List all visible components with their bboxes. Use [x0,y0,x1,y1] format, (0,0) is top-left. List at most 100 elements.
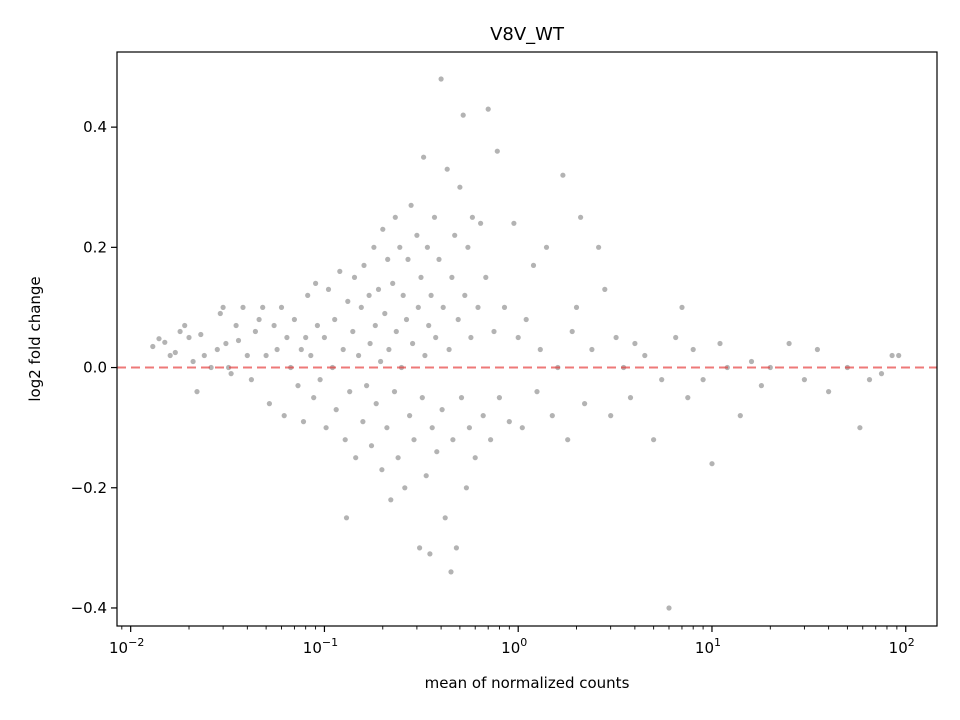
x-tick-label: 101 [695,636,721,657]
data-point [826,389,832,395]
data-point [244,352,250,359]
data-point [260,304,266,310]
data-point [878,371,885,377]
data-point [407,413,413,419]
data-point [240,304,246,310]
data-point [373,401,379,407]
data-point [475,304,481,310]
x-tick-label: 10−1 [303,636,338,657]
data-point [866,377,873,383]
data-point [228,371,234,377]
data-point [358,304,364,310]
data-point [737,413,743,419]
data-point [428,292,434,298]
y-tick-label: −0.2 [71,479,107,497]
data-point [208,364,214,371]
x-tick-label: 100 [501,636,527,657]
y-tick-label: 0.0 [83,359,107,377]
data-point [596,244,602,250]
data-point [627,395,634,401]
data-point [311,395,317,401]
data-point [602,286,608,292]
data-point [345,298,351,304]
data-point [457,184,463,190]
data-point [786,340,792,347]
data-point [801,377,808,383]
data-point [515,334,521,341]
data-point [317,377,323,383]
data-point [295,383,301,389]
data-point [266,401,272,407]
data-point [347,389,353,395]
x-axis-label: mean of normalized counts [425,674,630,692]
data-point [496,395,502,401]
data-point [632,340,638,347]
data-point [220,304,226,310]
data-point [465,244,471,250]
y-axis-ticks: 0.4 0.2 0.0 −0.2 −0.4 [71,118,117,617]
data-point [235,337,242,344]
data-point [642,352,648,359]
y-tick-label: 0.4 [83,118,107,136]
data-point [439,407,445,413]
data-point [411,437,417,443]
data-point [453,545,459,551]
data-point [182,322,188,329]
data-point [889,352,895,359]
data-point [298,346,304,353]
data-point [651,437,657,443]
y-tick-label: −0.4 [71,599,107,617]
data-point [393,328,399,335]
chart-title: V8V_WT [490,24,565,45]
data-point [402,485,408,491]
data-point [472,455,478,461]
data-point [469,214,475,220]
data-point [375,286,382,292]
data-point [613,334,619,341]
data-point [367,340,373,347]
data-point [201,352,207,359]
data-point [233,322,239,329]
data-point [700,377,706,383]
data-point [385,256,391,262]
data-point [380,226,386,232]
data-point [172,349,178,356]
data-point [666,605,672,611]
data-point [523,316,529,323]
data-point [608,413,614,419]
data-point [361,262,367,268]
data-point [271,322,277,329]
data-point [308,352,314,359]
data-point [378,358,384,365]
data-point [511,220,517,226]
data-point [350,328,356,335]
data-point [438,76,444,82]
x-axis-ticks: 10−2 10−1 100 101 102 [109,626,915,657]
data-point [397,244,403,250]
data-point [342,437,348,443]
data-point [460,112,466,118]
data-point [248,377,254,383]
data-point [351,274,358,280]
data-point [356,352,362,359]
data-point [426,322,432,329]
data-point [442,515,448,521]
data-point [408,202,414,208]
plot-frame [116,51,938,627]
data-point [491,328,497,335]
data-point [543,244,550,250]
data-point [560,172,566,178]
data-point [223,340,229,347]
x-tick-label: 102 [889,636,915,657]
data-point [313,280,319,286]
data-point [450,437,456,443]
data-point [537,346,543,353]
data-point [485,106,491,112]
data-point [690,346,696,353]
data-point [582,401,588,407]
data-point [501,304,508,310]
data-point [321,334,327,341]
data-point [278,304,285,310]
y-axis-label: log2 fold change [26,276,44,401]
